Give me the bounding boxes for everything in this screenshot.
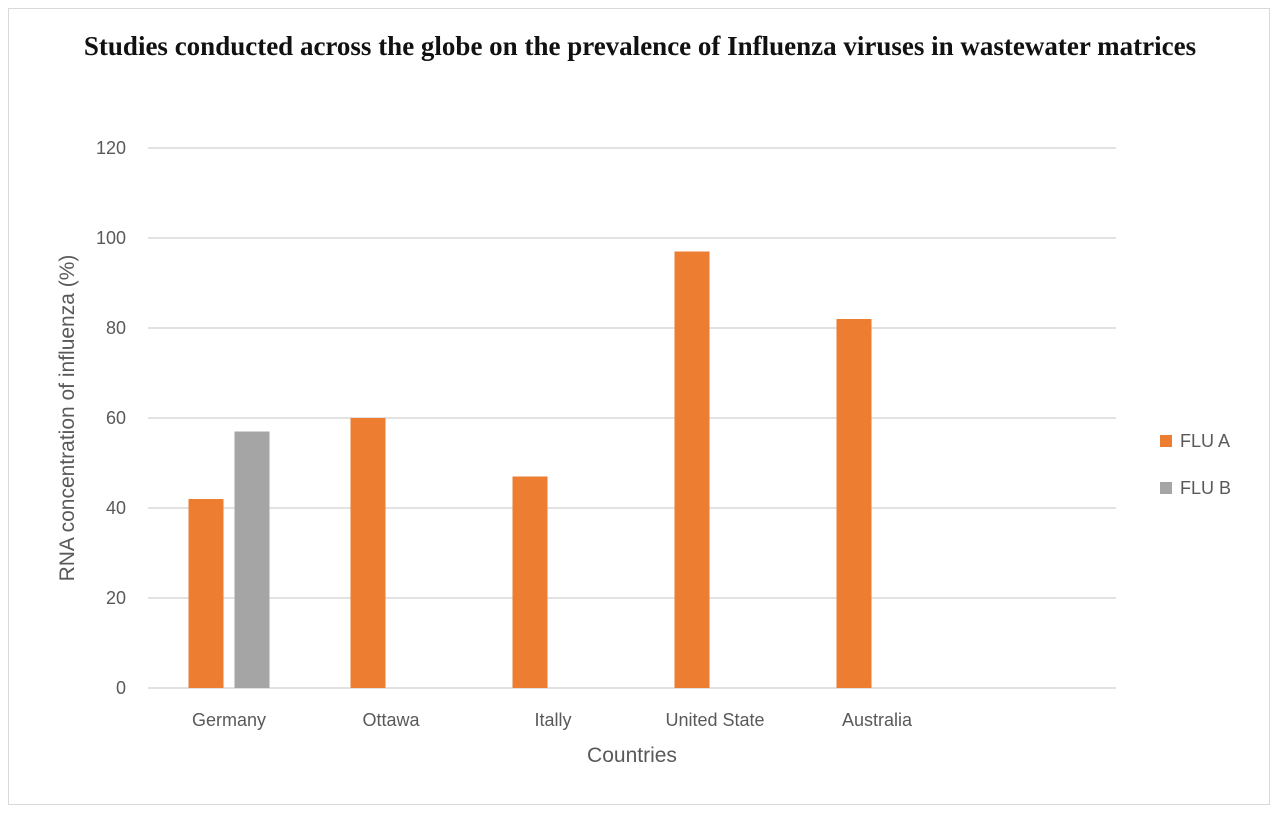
- y-tick-label: 0: [116, 678, 126, 698]
- bar-flu-a-germany: [188, 499, 224, 688]
- bars: [188, 251, 872, 688]
- y-tick-label: 40: [106, 498, 126, 518]
- x-tick-label: Germany: [192, 710, 266, 730]
- gridlines: [148, 147, 1116, 689]
- y-axis-ticks: 0 20 40 60 80 100 120: [96, 138, 126, 698]
- x-axis-ticks: Germany Ottawa Itally United State Australia: [192, 710, 913, 730]
- y-tick-label: 80: [106, 318, 126, 338]
- bar-flu-a-itally: [512, 476, 548, 688]
- x-tick-label: Ottawa: [362, 710, 420, 730]
- x-tick-label: Australia: [842, 710, 913, 730]
- y-axis-title: RNA concentration of influenza (%): [56, 255, 79, 582]
- x-tick-label: Itally: [534, 710, 571, 730]
- bar-flu-a-ottawa: [350, 418, 386, 688]
- x-axis-title: Countries: [587, 744, 677, 767]
- y-tick-label: 20: [106, 588, 126, 608]
- bar-flu-a-australia: [836, 319, 872, 688]
- legend-swatch: [1160, 435, 1172, 447]
- chart-title: Studies conducted across the globe on th…: [83, 31, 1197, 61]
- legend: FLU A FLU B: [1160, 431, 1231, 498]
- legend-swatch: [1160, 482, 1172, 494]
- bar-flu-b-germany: [234, 431, 270, 688]
- bar-flu-a-united-state: [674, 251, 710, 688]
- y-tick-label: 60: [106, 408, 126, 428]
- y-tick-label: 120: [96, 138, 126, 158]
- x-tick-label: United State: [665, 710, 764, 730]
- legend-label: FLU A: [1180, 431, 1230, 451]
- y-tick-label: 100: [96, 228, 126, 248]
- legend-label: FLU B: [1180, 478, 1231, 498]
